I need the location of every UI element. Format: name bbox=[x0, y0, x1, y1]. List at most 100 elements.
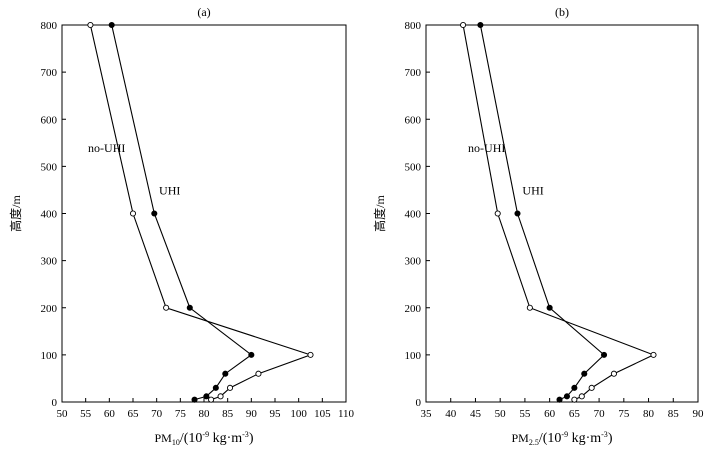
x-tick-label: 70 bbox=[151, 408, 163, 420]
y-tick-label: 400 bbox=[405, 209, 422, 221]
chart-panel-2: (b) 35 40 45 50 55 60 65 70 75 80 85 90 0 100 200 300 400… bbox=[372, 5, 704, 447]
x-tick-label: 80 bbox=[199, 408, 211, 420]
data-point-no-uhi bbox=[650, 351, 657, 358]
x-tick-label: 85 bbox=[668, 408, 680, 420]
x-tick-label: 110 bbox=[338, 408, 355, 420]
data-point-uhi bbox=[581, 370, 588, 377]
y-axis-label: 高度/m bbox=[372, 195, 387, 232]
data-point-no-uhi bbox=[129, 210, 137, 217]
data-point-uhi bbox=[600, 351, 608, 358]
y-tick-label: 400 bbox=[41, 209, 58, 221]
x-tick-label: 75 bbox=[175, 408, 187, 420]
data-point-no-uhi bbox=[217, 393, 224, 400]
x-axis-label-part-7: ) bbox=[249, 431, 254, 446]
x-axis-label-part-3: /(10 bbox=[539, 431, 562, 446]
data-point-no-uhi bbox=[307, 351, 314, 358]
x-axis-label: PM2.5/(10-9 kg·m-3) bbox=[512, 430, 613, 447]
y-tick-label: 700 bbox=[405, 67, 422, 79]
x-axis-label-part-7: ) bbox=[608, 431, 613, 446]
x-tick-label: 80 bbox=[643, 408, 655, 420]
x-axis-label-part-3: /(10 bbox=[180, 431, 203, 446]
y-tick-label: 500 bbox=[41, 161, 58, 173]
y-tick-label: 100 bbox=[405, 350, 422, 362]
data-point-no-uhi bbox=[226, 384, 234, 391]
y-tick-label: 600 bbox=[41, 114, 58, 126]
data-point-uhi bbox=[108, 21, 115, 29]
data-point-no-uhi bbox=[578, 393, 585, 400]
x-tick-label: 55 bbox=[519, 408, 531, 420]
data-point-uhi bbox=[571, 384, 578, 391]
x-tick-label: 40 bbox=[445, 408, 457, 420]
x-axis-label-part-4: -9 bbox=[202, 430, 209, 439]
x-tick-label: 50 bbox=[495, 408, 507, 420]
x-tick-label: 55 bbox=[80, 408, 92, 420]
y-tick-label: 600 bbox=[405, 114, 422, 126]
y-tick-label: 700 bbox=[41, 67, 58, 79]
data-point-no-uhi bbox=[610, 370, 617, 377]
x-axis-label-part-1: PM bbox=[512, 431, 530, 445]
series-annotation: UHI bbox=[522, 184, 543, 198]
data-point-uhi bbox=[477, 21, 484, 29]
x-tick-label: 90 bbox=[246, 408, 258, 420]
series-annotation: no-UHI bbox=[88, 141, 125, 155]
x-axis-label-part-5: kg·m bbox=[209, 431, 242, 446]
x-axis-label-part-1: PM bbox=[155, 431, 173, 445]
x-tick-label: 60 bbox=[104, 408, 116, 420]
x-axis-label-part-2: 2.5 bbox=[529, 438, 539, 447]
series-line-no-uhi bbox=[89, 24, 313, 401]
chart-title: (b) bbox=[555, 5, 569, 19]
x-tick-label: 100 bbox=[290, 408, 307, 420]
y-tick-label: 100 bbox=[41, 350, 58, 362]
y-tick-label: 300 bbox=[41, 256, 58, 268]
x-tick-label: 90 bbox=[693, 408, 705, 420]
x-axis-label-part-4: -9 bbox=[561, 430, 568, 439]
data-point-uhi bbox=[212, 384, 219, 391]
data-point-no-uhi bbox=[460, 21, 467, 29]
x-tick-label: 105 bbox=[314, 408, 331, 420]
data-point-no-uhi bbox=[255, 370, 262, 377]
data-point-uhi bbox=[186, 304, 193, 311]
data-point-no-uhi bbox=[571, 396, 578, 403]
data-point-no-uhi bbox=[494, 210, 501, 217]
series-annotation: no-UHI bbox=[468, 141, 505, 155]
chart-title: (a) bbox=[197, 5, 210, 19]
data-point-uhi bbox=[191, 396, 198, 403]
x-tick-label: 35 bbox=[421, 408, 433, 420]
data-point-uhi bbox=[151, 210, 158, 217]
data-point-no-uhi bbox=[163, 304, 170, 311]
y-tick-label: 300 bbox=[405, 256, 422, 268]
y-tick-label: 0 bbox=[52, 397, 58, 409]
data-point-uhi bbox=[546, 304, 553, 311]
x-tick-label: 85 bbox=[222, 408, 234, 420]
plot-frame bbox=[425, 24, 699, 403]
data-point-uhi bbox=[514, 210, 521, 217]
x-axis-label-part-6: -3 bbox=[242, 430, 249, 439]
data-point-uhi bbox=[203, 393, 210, 400]
x-tick-label: 65 bbox=[128, 408, 140, 420]
data-point-no-uhi bbox=[208, 396, 215, 403]
x-axis-label-part-2: 10 bbox=[172, 438, 180, 447]
chart-panel-1: (a) 50 55 60 65 70 75 80 85 90 95 100 105 110 0 100 200 3… bbox=[8, 5, 355, 447]
data-point-no-uhi bbox=[526, 304, 533, 311]
data-point-uhi bbox=[222, 370, 229, 377]
x-axis-label-part-5: kg·m bbox=[568, 431, 601, 446]
x-tick-label: 50 bbox=[57, 408, 69, 420]
y-tick-label: 200 bbox=[405, 303, 422, 315]
y-tick-label: 500 bbox=[405, 161, 422, 173]
x-tick-label: 75 bbox=[618, 408, 630, 420]
plot-frame bbox=[61, 24, 347, 403]
y-tick-label: 800 bbox=[405, 20, 422, 32]
x-tick-label: 60 bbox=[544, 408, 556, 420]
data-point-no-uhi bbox=[588, 384, 595, 391]
x-tick-label: 45 bbox=[470, 408, 482, 420]
x-axis-label-part-6: -3 bbox=[601, 430, 608, 439]
data-point-uhi bbox=[563, 393, 570, 400]
y-axis-label: 高度/m bbox=[8, 195, 23, 232]
x-axis-label: PM10/(10-9 kg·m-3) bbox=[155, 430, 254, 447]
x-tick-label: 95 bbox=[270, 408, 282, 420]
y-tick-label: 0 bbox=[416, 397, 422, 409]
series-annotation: UHI bbox=[159, 184, 180, 198]
data-point-no-uhi bbox=[87, 21, 94, 29]
